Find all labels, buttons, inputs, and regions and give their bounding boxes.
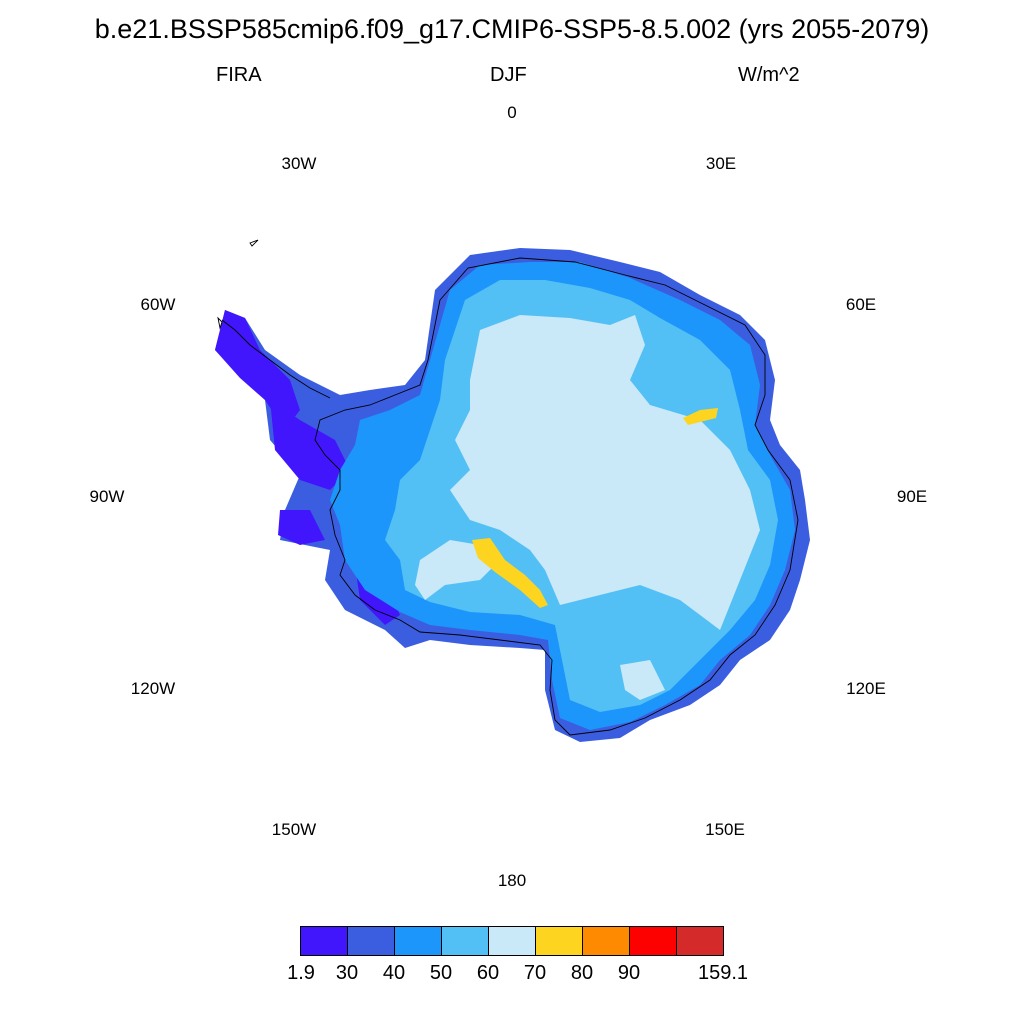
colorbar-tick-label: 90	[617, 962, 641, 984]
lon-label-150e: 150E	[705, 820, 745, 839]
colorbar-tick-label: 50	[429, 962, 453, 984]
lon-label-30e: 30E	[705, 154, 737, 173]
map-title: b.e21.BSSP585cmip6.f09_g17.CMIP6-SSP5-8.…	[94, 14, 930, 44]
lon-label-120e: 120E	[846, 679, 886, 698]
lon-label-120w: 120W	[130, 679, 176, 698]
colorbar-tick-label: 30	[335, 962, 359, 984]
colorbar-swatch	[582, 926, 630, 956]
lon-label-150w: 150W	[271, 820, 317, 839]
colorbar-swatch	[441, 926, 489, 956]
colorbar-swatch	[300, 926, 348, 956]
lon-label-90e: 90E	[896, 487, 928, 506]
lon-label-60e: 60E	[845, 295, 877, 314]
colorbar-tick-label: 159.1	[697, 962, 749, 984]
units-label: W/m^2	[738, 64, 800, 86]
warm-anomaly	[472, 408, 718, 608]
colorbar-swatch	[676, 926, 724, 956]
lon-label-0: 0	[507, 103, 517, 122]
colorbar-tick-label: 40	[382, 962, 406, 984]
lon-label-30w: 30W	[281, 154, 317, 173]
coastline	[217, 239, 799, 736]
colorbar-tick-label: 80	[570, 962, 594, 984]
lon-label-180: 180	[497, 871, 527, 890]
colorbar-swatch	[488, 926, 536, 956]
lon-label-60w: 60W	[140, 295, 176, 314]
colorbar-tick-label: 60	[476, 962, 500, 984]
colorbar	[300, 926, 724, 956]
colorbar-swatch	[394, 926, 442, 956]
colorbar-tick-label: 1.9	[287, 962, 315, 984]
lon-label-90w: 90W	[89, 487, 125, 506]
variable-label: FIRA	[216, 64, 262, 86]
colorbar-tick-label: 70	[523, 962, 547, 984]
colorbar-swatch	[347, 926, 395, 956]
colorbar-swatch	[629, 926, 677, 956]
colorbar-swatch	[535, 926, 583, 956]
season-label: DJF	[490, 64, 527, 86]
